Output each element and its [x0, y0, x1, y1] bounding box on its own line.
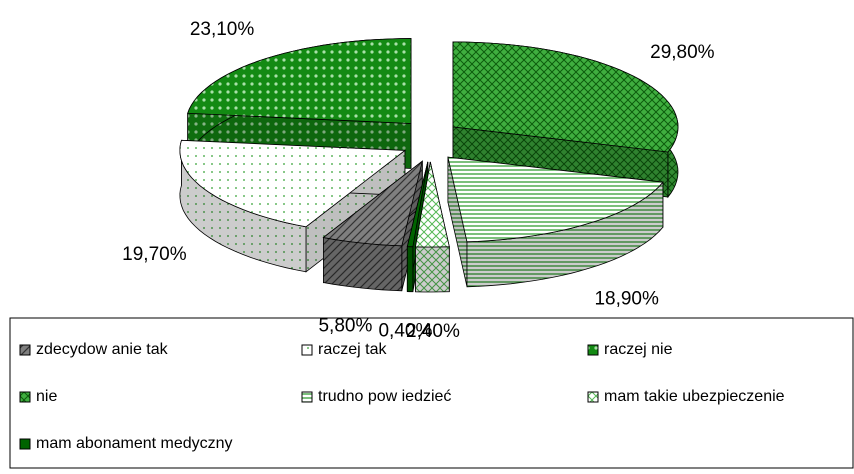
slice — [452, 41, 679, 153]
data-label: 2,40% — [406, 321, 460, 342]
legend-box — [9, 317, 854, 469]
data-label: 23,10% — [190, 19, 255, 40]
legend-label: mam abonament medyczny — [36, 435, 233, 452]
legend-swatch — [19, 391, 31, 403]
data-label: 29,80% — [650, 42, 715, 63]
legend-label: zdecydow anie tak — [36, 341, 169, 358]
legend-swatch — [587, 344, 599, 356]
legend-swatch — [19, 344, 31, 356]
slice — [415, 161, 450, 248]
data-label: 18,90% — [594, 289, 659, 310]
slice — [406, 161, 429, 248]
legend-label: trudno pow iedzieć — [318, 388, 451, 405]
legend-swatch — [587, 391, 599, 403]
slice — [322, 160, 423, 247]
slice — [447, 156, 664, 243]
data-label: 0,40% — [378, 321, 432, 342]
data-label: 19,70% — [122, 244, 187, 265]
legend-label: raczej nie — [604, 341, 673, 358]
legend-swatch — [301, 344, 313, 356]
legend-label: mam takie ubezpieczenie — [604, 388, 785, 405]
data-label: 5,80% — [318, 316, 372, 337]
slice — [179, 139, 407, 228]
legend-swatch — [301, 391, 313, 403]
legend-swatch — [19, 438, 31, 450]
slice — [187, 38, 412, 124]
legend-label: raczej tak — [318, 341, 387, 358]
legend-label: nie — [36, 388, 57, 405]
